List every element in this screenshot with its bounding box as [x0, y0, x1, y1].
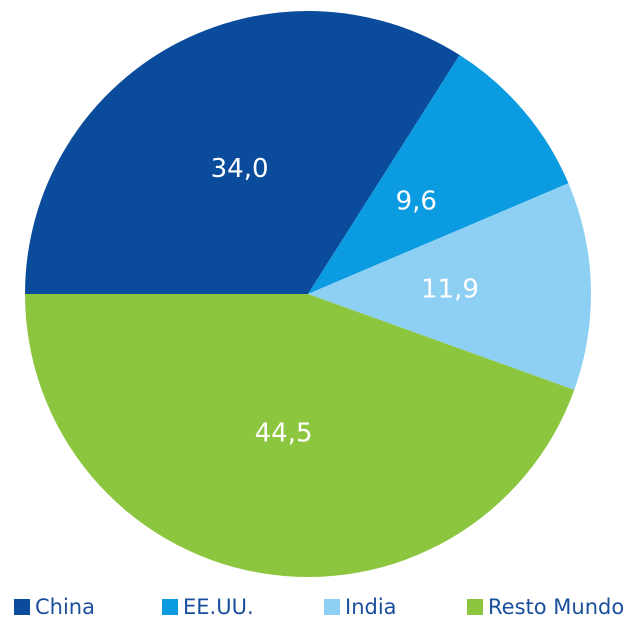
- legend-swatch: [324, 599, 340, 615]
- value-label: 9,6: [396, 187, 437, 217]
- legend-label: Resto Mundo: [488, 595, 624, 619]
- legend-swatch: [14, 599, 30, 615]
- value-label: 34,0: [211, 154, 269, 184]
- value-label: 11,9: [421, 274, 479, 304]
- legend-label: India: [345, 595, 397, 619]
- pie-slice: [25, 11, 460, 295]
- legend-label: EE.UU.: [183, 595, 254, 619]
- pie-slice: [25, 294, 575, 578]
- pie-slice: [308, 183, 592, 390]
- pie-slice: [308, 55, 569, 294]
- legend-swatch: [467, 599, 483, 615]
- legend-label: China: [35, 595, 95, 619]
- legend-swatch: [162, 599, 178, 615]
- value-label: 44,5: [255, 418, 313, 448]
